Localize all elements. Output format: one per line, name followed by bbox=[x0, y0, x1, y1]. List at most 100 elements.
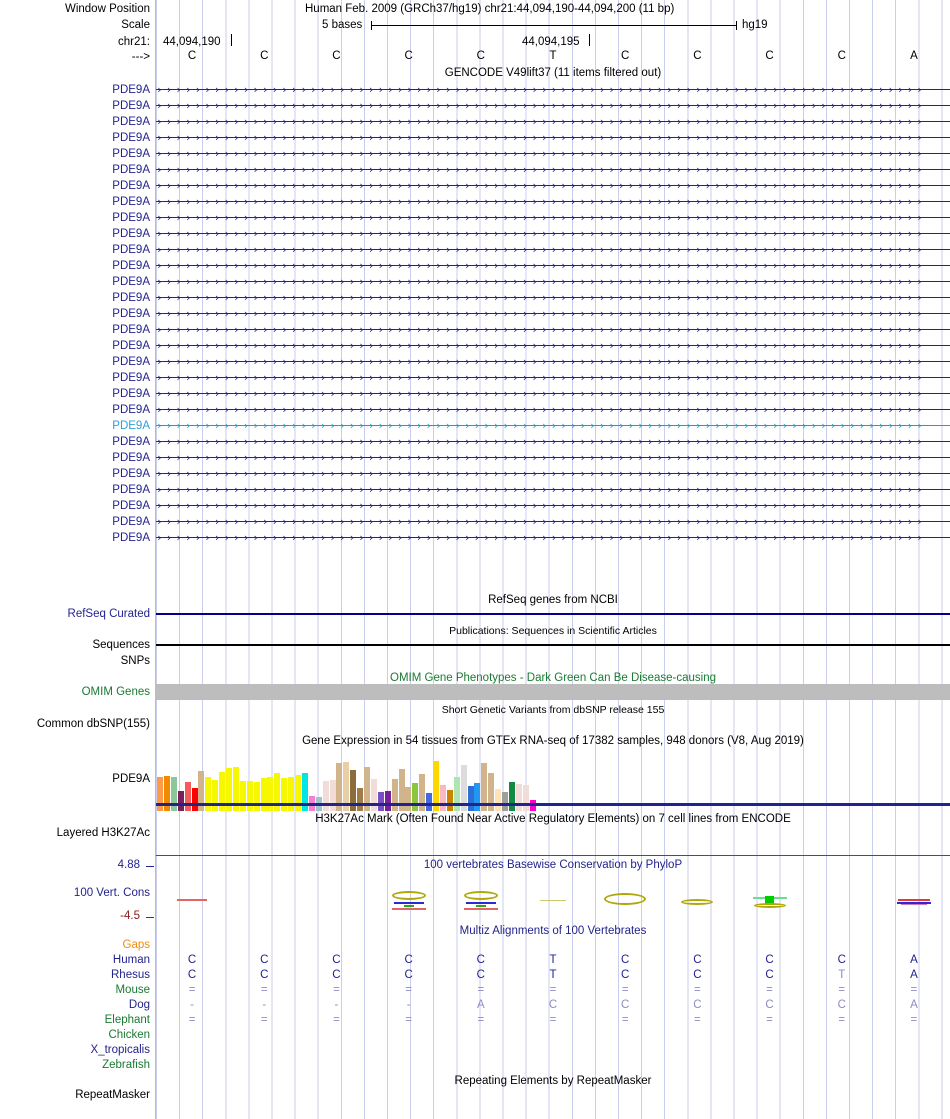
gencode-transcript-row[interactable]: ››››››››››››››››››››››››››››››››››››››››… bbox=[156, 466, 950, 482]
gencode-gene-label[interactable]: PDE9A bbox=[112, 484, 150, 496]
gencode-gene-label[interactable]: PDE9A bbox=[112, 436, 150, 448]
gtex-tissue-bar[interactable] bbox=[253, 782, 260, 803]
gtex-tissue-bar[interactable] bbox=[377, 792, 384, 803]
gtex-tissue-bar[interactable] bbox=[384, 791, 391, 803]
gtex-tissue-bar[interactable] bbox=[329, 780, 336, 803]
gencode-transcript-row[interactable]: ››››››››››››››››››››››››››››››››››››››››… bbox=[156, 402, 950, 418]
gtex-tissue-bar[interactable] bbox=[170, 777, 177, 803]
gencode-transcript-row[interactable]: ››››››››››››››››››››››››››››››››››››››››… bbox=[156, 338, 950, 354]
gencode-transcript-row[interactable]: ››››››››››››››››››››››››››››››››››››››››… bbox=[156, 146, 950, 162]
gencode-transcript-row[interactable]: ››››››››››››››››››››››››››››››››››››››››… bbox=[156, 514, 950, 530]
gencode-gene-label[interactable]: PDE9A bbox=[112, 340, 150, 352]
gencode-gene-label[interactable]: PDE9A bbox=[112, 468, 150, 480]
gtex-tissue-bar[interactable] bbox=[177, 791, 184, 803]
gtex-tissue-bar[interactable] bbox=[163, 776, 170, 803]
gtex-tissue-bar[interactable] bbox=[350, 770, 357, 803]
multiz-species-label[interactable]: Chicken bbox=[108, 1029, 150, 1041]
gencode-gene-label[interactable]: PDE9A bbox=[112, 84, 150, 96]
omim-gene-bar[interactable] bbox=[156, 684, 950, 700]
gencode-gene-label[interactable]: PDE9A bbox=[112, 276, 150, 288]
gencode-transcript-row[interactable]: ››››››››››››››››››››››››››››››››››››››››… bbox=[156, 98, 950, 114]
multiz-species-label[interactable]: Zebrafish bbox=[102, 1059, 150, 1071]
gencode-transcript-row[interactable]: ››››››››››››››››››››››››››››››››››››››››… bbox=[156, 482, 950, 498]
gencode-transcript-row[interactable]: ››››››››››››››››››››››››››››››››››››››››… bbox=[156, 194, 950, 210]
gencode-gene-label[interactable]: PDE9A bbox=[112, 324, 150, 336]
gencode-gene-label[interactable]: PDE9A bbox=[112, 164, 150, 176]
gtex-tissue-bar[interactable] bbox=[308, 796, 315, 803]
multiz-alignment-row[interactable]: = = = = = = = = = = = bbox=[156, 983, 950, 998]
gencode-gene-label[interactable]: PDE9A bbox=[112, 388, 150, 400]
gencode-transcript-row[interactable]: ››››››››››››››››››››››››››››››››››››››››… bbox=[156, 354, 950, 370]
multiz-species-label[interactable]: Human bbox=[112, 954, 150, 966]
gtex-tissue-bar[interactable] bbox=[419, 774, 426, 803]
gtex-tissue-bar[interactable] bbox=[246, 781, 253, 803]
gencode-gene-label[interactable]: PDE9A bbox=[112, 308, 150, 320]
gencode-gene-label[interactable]: PDE9A bbox=[112, 212, 150, 224]
multiz-alignment-row[interactable] bbox=[156, 1043, 950, 1058]
gencode-gene-label[interactable]: PDE9A bbox=[112, 372, 150, 384]
gtex-expression-barchart[interactable] bbox=[157, 755, 537, 803]
gtex-tissue-bar[interactable] bbox=[474, 783, 481, 803]
gtex-tissue-bar[interactable] bbox=[191, 788, 198, 803]
gencode-transcript-row[interactable]: ››››››››››››››››››››››››››››››››››››››››… bbox=[156, 530, 950, 546]
gtex-tissue-bar[interactable] bbox=[370, 779, 377, 803]
multiz-species-label[interactable]: Elephant bbox=[104, 1014, 150, 1026]
gtex-tissue-bar[interactable] bbox=[446, 790, 453, 803]
gencode-transcript-row[interactable]: ››››››››››››››››››››››››››››››››››››››››… bbox=[156, 322, 950, 338]
gtex-tissue-bar[interactable] bbox=[398, 769, 405, 803]
gtex-tissue-bar[interactable] bbox=[460, 765, 467, 803]
gencode-gene-label[interactable]: PDE9A bbox=[112, 452, 150, 464]
gencode-gene-label[interactable]: PDE9A bbox=[112, 100, 150, 112]
gtex-tissue-bar[interactable] bbox=[322, 781, 329, 803]
publications-track-line[interactable] bbox=[156, 644, 950, 646]
gtex-tissue-bar[interactable] bbox=[405, 787, 412, 803]
gencode-transcript-row[interactable]: ››››››››››››››››››››››››››››››››››››››››… bbox=[156, 274, 950, 290]
multiz-alignment-row[interactable] bbox=[156, 1028, 950, 1043]
refseq-track-line[interactable] bbox=[156, 613, 950, 615]
gencode-transcript-row[interactable]: ››››››››››››››››››››››››››››››››››››››››… bbox=[156, 258, 950, 274]
gencode-transcript-row[interactable]: ››››››››››››››››››››››››››››››››››››››››… bbox=[156, 114, 950, 130]
gtex-tissue-bar[interactable] bbox=[205, 777, 212, 803]
gtex-tissue-bar[interactable] bbox=[232, 767, 239, 803]
gencode-transcript-row[interactable]: ››››››››››››››››››››››››››››››››››››››››… bbox=[156, 370, 950, 386]
gencode-transcript-row[interactable]: ››››››››››››››››››››››››››››››››››››››››… bbox=[156, 210, 950, 226]
gtex-tissue-bar[interactable] bbox=[226, 768, 232, 803]
gencode-gene-label[interactable]: PDE9A bbox=[112, 228, 150, 240]
gtex-tissue-bar[interactable] bbox=[315, 797, 322, 803]
gencode-gene-label[interactable]: PDE9A bbox=[112, 260, 150, 272]
gtex-tissue-bar[interactable] bbox=[529, 800, 536, 803]
gencode-transcript-row[interactable]: ››››››››››››››››››››››››››››››››››››››››… bbox=[156, 162, 950, 178]
gtex-tissue-bar[interactable] bbox=[219, 772, 226, 803]
gencode-gene-label[interactable]: PDE9A bbox=[112, 180, 150, 192]
gtex-tissue-bar[interactable] bbox=[288, 777, 295, 803]
gtex-tissue-bar[interactable] bbox=[364, 767, 370, 803]
gencode-transcript-row[interactable]: ››››››››››››››››››››››››››››››››››››››››… bbox=[156, 386, 950, 402]
gencode-gene-label[interactable]: PDE9A bbox=[112, 420, 150, 432]
gencode-transcript-row[interactable]: ››››››››››››››››››››››››››››››››››››››››… bbox=[156, 242, 950, 258]
gtex-tissue-bar[interactable] bbox=[502, 792, 508, 803]
gtex-tissue-bar[interactable] bbox=[508, 782, 515, 803]
multiz-species-label[interactable]: Mouse bbox=[115, 984, 150, 996]
gtex-tissue-bar[interactable] bbox=[433, 761, 439, 803]
gencode-transcript-row[interactable]: ››››››››››››››››››››››››››››››››››››››››… bbox=[156, 130, 950, 146]
gencode-gene-label[interactable]: PDE9A bbox=[112, 356, 150, 368]
gtex-tissue-bar[interactable] bbox=[157, 777, 163, 803]
gencode-gene-label[interactable]: PDE9A bbox=[112, 196, 150, 208]
gtex-tissue-bar[interactable] bbox=[391, 779, 398, 803]
gencode-gene-label[interactable]: PDE9A bbox=[112, 532, 150, 544]
multiz-species-label[interactable]: Dog bbox=[128, 999, 150, 1011]
gtex-tissue-bar[interactable] bbox=[522, 785, 529, 803]
gencode-gene-label[interactable]: PDE9A bbox=[112, 132, 150, 144]
gtex-tissue-bar[interactable] bbox=[495, 789, 502, 803]
gencode-gene-label[interactable]: PDE9A bbox=[112, 148, 150, 160]
gtex-tissue-bar[interactable] bbox=[336, 763, 343, 803]
gencode-transcript-row[interactable]: ››››››››››››››››››››››››››››››››››››››››… bbox=[156, 290, 950, 306]
gtex-tissue-bar[interactable] bbox=[357, 788, 364, 803]
gtex-tissue-bar[interactable] bbox=[184, 782, 191, 803]
gencode-gene-label[interactable]: PDE9A bbox=[112, 500, 150, 512]
gencode-gene-label[interactable]: PDE9A bbox=[112, 404, 150, 416]
multiz-alignment-row[interactable]: = = = = = = = = = = = bbox=[156, 1013, 950, 1028]
